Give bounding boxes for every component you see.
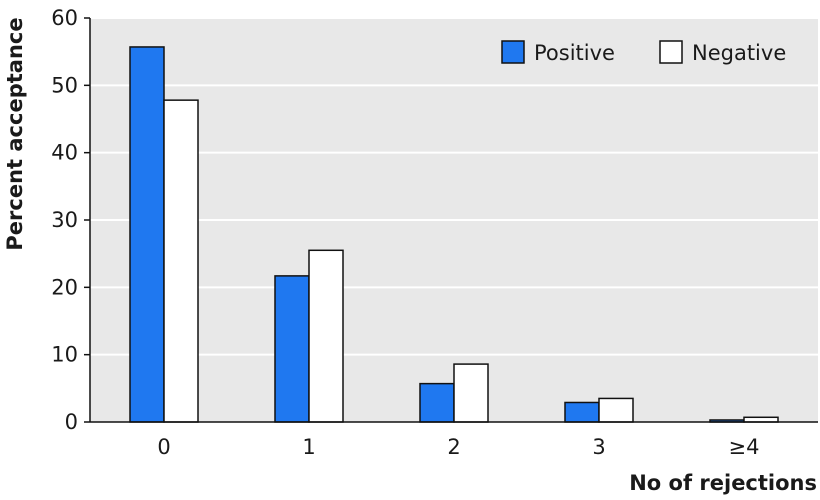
y-tick-label: 40 — [51, 141, 78, 165]
x-axis-ticks: 0 1 2 3 ≥4 — [157, 435, 759, 459]
y-tick-label: 30 — [51, 208, 78, 232]
x-tick-label: ≥4 — [729, 435, 760, 459]
bar-positive-0 — [129, 46, 165, 423]
bar-positive-1 — [274, 275, 310, 423]
x-tick-label: 3 — [592, 435, 605, 459]
legend-label-positive: Positive — [534, 41, 615, 65]
y-tick-label: 0 — [65, 410, 78, 434]
bar-positive-3 — [564, 401, 600, 423]
y-tick-label: 50 — [51, 73, 78, 97]
x-tick-label: 0 — [157, 435, 170, 459]
bar-negative-0 — [163, 99, 199, 423]
legend-label-negative: Negative — [692, 41, 786, 65]
x-tick-label: 1 — [302, 435, 315, 459]
gridlines — [90, 17, 818, 356]
bars — [129, 46, 779, 423]
bar-positive-2 — [419, 382, 455, 423]
legend-swatch-negative — [659, 40, 683, 64]
x-tick-label: 2 — [447, 435, 460, 459]
y-tick-label: 20 — [51, 275, 78, 299]
bar-negative-1 — [308, 249, 344, 423]
y-axis-ticks: 0 10 20 30 40 50 60 — [51, 6, 90, 434]
legend-swatch-positive — [501, 40, 525, 64]
y-axis-title: Percent acceptance — [3, 17, 27, 250]
bar-negative-3 — [598, 397, 634, 423]
y-tick-label: 60 — [51, 6, 78, 30]
bar-negative-2 — [453, 363, 489, 423]
x-axis-title: No of rejections — [629, 471, 817, 495]
y-tick-label: 10 — [51, 343, 78, 367]
legend: Positive Negative — [501, 40, 786, 65]
